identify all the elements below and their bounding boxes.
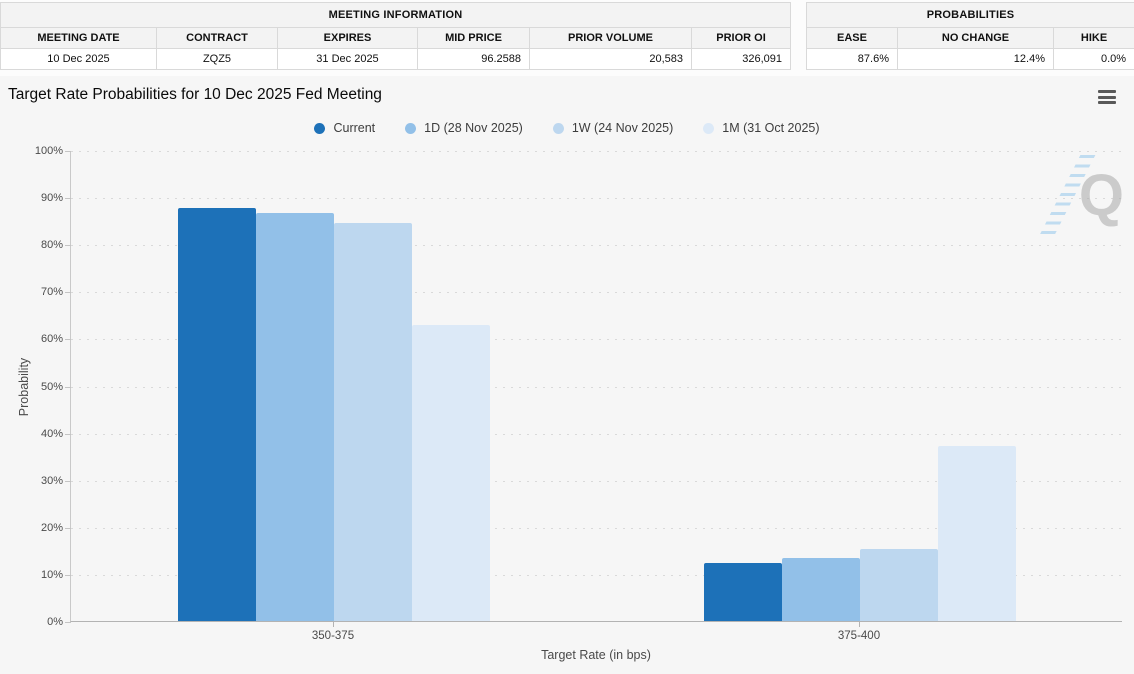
legend-dot-icon xyxy=(314,122,326,134)
bar-1m-350-375[interactable] xyxy=(412,324,490,621)
col-mid-price: MID PRICE xyxy=(417,27,530,49)
bar-1d-350-375[interactable] xyxy=(256,213,334,621)
col-hike: HIKE xyxy=(1052,27,1134,49)
y-tick-label: 80% xyxy=(40,239,63,252)
bar-current-375-400[interactable] xyxy=(704,562,782,621)
legend-label: 1D (28 Nov 2025) xyxy=(424,121,523,135)
prior-oi-value: 326,091 xyxy=(690,48,792,70)
y-axis-title: Probability xyxy=(17,357,31,417)
bar-1w-350-375[interactable] xyxy=(334,222,412,621)
col-no-change: NO CHANGE xyxy=(897,27,1054,49)
chart-legend: Current 1D (28 Nov 2025) 1W (24 Nov 2025) 1… xyxy=(0,121,1134,135)
gridline-50 xyxy=(71,386,1123,388)
y-tick xyxy=(65,151,71,152)
gridline-100 xyxy=(71,151,1123,152)
y-tick xyxy=(65,527,71,529)
y-tick-label: 90% xyxy=(40,192,63,205)
y-tick xyxy=(65,339,71,341)
legend-label: Current xyxy=(333,121,376,135)
y-tick-label: 20% xyxy=(40,521,63,534)
y-tick xyxy=(65,292,71,294)
probabilities-title: PROBABILITIES xyxy=(805,2,1134,28)
probabilities-row: 87.6% 12.4% 0.0% xyxy=(806,48,1134,70)
bar-1w-375-400[interactable] xyxy=(860,548,938,621)
col-prior-volume: PRIOR VOLUME xyxy=(529,27,692,49)
legend-dot-icon xyxy=(703,122,715,134)
top-tables-strip: MEETING INFORMATION MEETING DATE CONTRAC… xyxy=(0,0,1134,76)
y-tick-label: 10% xyxy=(40,568,63,581)
bar-1d-375-400[interactable] xyxy=(782,557,860,621)
plot-area: 0% 10% 20% 30% 40% 50% 60% 70% 80% 90% 100% xyxy=(35,145,1123,628)
meeting-info-title: MEETING INFORMATION xyxy=(0,2,792,28)
bar-group-350-375 xyxy=(178,208,490,621)
meeting-info-row: 10 Dec 2025 ZQZ5 31 Dec 2025 96.2588 20,… xyxy=(0,48,792,70)
legend-label: 1M (31 Oct 2025) xyxy=(722,121,820,135)
gridline-20 xyxy=(71,527,1123,529)
x-tick xyxy=(333,622,334,627)
x-category-label-350-375: 350-375 xyxy=(311,630,355,642)
y-tick xyxy=(65,433,71,435)
gridline-80 xyxy=(71,245,1123,247)
legend-item-1w[interactable]: 1W (24 Nov 2025) xyxy=(552,121,674,135)
y-tick xyxy=(65,574,71,576)
y-tick xyxy=(65,386,71,388)
col-ease: EASE xyxy=(806,27,898,49)
y-tick xyxy=(65,622,71,623)
y-tick-label: 60% xyxy=(40,333,63,346)
x-tick xyxy=(859,622,860,627)
prior-volume-value: 20,583 xyxy=(529,48,692,70)
bar-group-375-400 xyxy=(704,446,1016,621)
meeting-info-table: MEETING INFORMATION MEETING DATE CONTRAC… xyxy=(0,2,792,70)
meeting-date-value: 10 Dec 2025 xyxy=(0,48,157,70)
legend-dot-icon xyxy=(405,122,417,134)
y-tick-label: 100% xyxy=(34,145,63,157)
y-tick xyxy=(65,245,71,247)
gridline-90 xyxy=(71,198,1123,200)
col-prior-oi: PRIOR OI xyxy=(690,27,792,49)
col-contract: CONTRACT xyxy=(156,27,278,49)
y-tick-label: 70% xyxy=(40,286,63,299)
bar-1m-375-400[interactable] xyxy=(938,446,1016,621)
legend-item-current[interactable]: Current xyxy=(314,121,375,135)
bar-current-350-375[interactable] xyxy=(178,208,256,621)
hamburger-menu-icon[interactable] xyxy=(1098,90,1118,106)
x-axis-title: Target Rate (in bps) xyxy=(541,648,651,662)
y-tick-label: 0% xyxy=(47,616,63,628)
probabilities-table: PROBABILITIES EASE NO CHANGE HIKE 87.6% … xyxy=(805,2,1134,70)
chart-title: Target Rate Probabilities for 10 Dec 202… xyxy=(8,86,382,103)
ease-value: 87.6% xyxy=(806,48,898,70)
contract-value: ZQZ5 xyxy=(156,48,278,70)
no-change-value: 12.4% xyxy=(897,48,1054,70)
mid-price-value: 96.2588 xyxy=(417,48,530,70)
gridline-60 xyxy=(71,339,1123,341)
col-meeting-date: MEETING DATE xyxy=(0,27,157,49)
y-tick xyxy=(65,480,71,482)
hike-value: 0.0% xyxy=(1052,48,1134,70)
y-tick-label: 50% xyxy=(40,380,63,393)
legend-label: 1W (24 Nov 2025) xyxy=(571,121,674,135)
y-tick-label: 40% xyxy=(40,427,63,440)
col-expires: EXPIRES xyxy=(277,27,418,49)
x-category-label-375-400: 375-400 xyxy=(837,630,881,642)
legend-item-1m[interactable]: 1M (31 Oct 2025) xyxy=(703,121,820,135)
gridline-30 xyxy=(71,480,1123,482)
gridline-10 xyxy=(71,574,1123,576)
gridline-40 xyxy=(71,433,1123,435)
gridline-70 xyxy=(71,292,1123,294)
legend-item-1d[interactable]: 1D (28 Nov 2025) xyxy=(405,121,523,135)
legend-dot-icon xyxy=(552,122,564,134)
y-tick-label: 30% xyxy=(40,474,63,487)
expires-value: 31 Dec 2025 xyxy=(277,48,418,70)
y-tick xyxy=(65,198,71,200)
